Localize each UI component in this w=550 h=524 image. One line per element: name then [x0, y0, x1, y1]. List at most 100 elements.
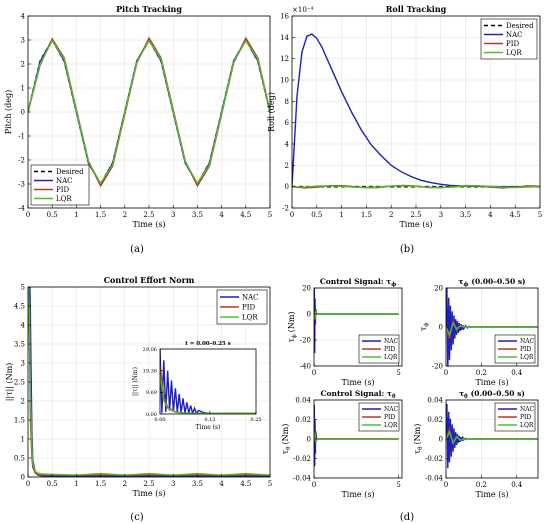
y-tick-label: 4 — [285, 140, 290, 148]
y-axis-label: τθ(Nm) — [413, 424, 424, 455]
y-tick-label: 0.02 — [427, 416, 443, 424]
y-tick-label: -40 — [300, 362, 311, 370]
chart-title-suffix: (0.00–0.50 s) — [471, 389, 525, 398]
x-tick-label: 4 — [219, 211, 224, 219]
y-axis-label-main: τ — [287, 338, 296, 343]
x-tick-label: 0 — [444, 369, 448, 377]
x-tick-label: 0.2 — [476, 481, 487, 489]
y-tick-label: 10 — [280, 76, 289, 84]
y-axis-label: Roll (deg) — [267, 92, 276, 132]
x-tick-label: 4 — [488, 211, 493, 219]
x-axis-label: Time (s) — [399, 220, 432, 229]
series-line-nac — [160, 349, 256, 414]
roll-exponent-label: ×10⁻⁴ — [292, 6, 313, 14]
series-line-lqr — [292, 185, 540, 189]
x-tick-label: 0.5 — [47, 480, 58, 488]
x-tick-label: 1 — [339, 211, 343, 219]
y-tick-label: 0 — [21, 108, 25, 116]
y-tick-label: 0.02 — [295, 416, 311, 424]
y-tick-label: 3 — [21, 359, 25, 367]
y-tick-label: -4 — [18, 204, 25, 212]
y-axis-label-main: ||τ|| (Nm) — [5, 363, 14, 402]
series-line-lqr — [314, 310, 399, 320]
chart-title-sub: ϕ — [391, 282, 396, 288]
panel-caption-d: (d) — [400, 512, 414, 523]
chart-title: τϕ (0.00–0.50 s) — [458, 277, 525, 288]
legend-label: PID — [384, 414, 395, 421]
x-tick-label: 2.5 — [143, 480, 154, 488]
y-tick-label: 20 — [434, 284, 443, 292]
series-line-lqr — [160, 373, 256, 414]
y-tick-label: 4 — [21, 12, 26, 20]
chart-title: τθ (0.00–0.50 s) — [459, 389, 525, 400]
x-tick-label: 1 — [74, 211, 78, 219]
chart-title: Control Signal: τθ — [321, 389, 396, 400]
y-axis-label-sub: ϕ — [292, 334, 298, 338]
series-line-lqr — [446, 321, 538, 337]
x-tick-label: 0 — [26, 211, 30, 219]
chart-title-main: τ — [459, 389, 464, 398]
legend-label: PID — [520, 414, 531, 421]
x-tick-label: 2.5 — [410, 211, 421, 219]
legend-label: LQR — [242, 313, 258, 321]
y-tick-label: 2 — [21, 397, 25, 405]
legend-label: NAC — [520, 406, 535, 413]
y-axis-label: ||τ|| (Nm) — [5, 363, 14, 402]
chart-title-main: t = 0.00–0.25 s — [185, 341, 231, 347]
x-tick-label: 0.2 — [476, 369, 487, 377]
plot-roll-tracking: 0 0.5 1 1.5 2 2.5 3 3.5 4 4.5 5-20246810121416Roll… — [267, 4, 542, 229]
y-axis-label: ||τ|| (Nm) — [132, 367, 139, 396]
chart-title-main: Control Effort Norm — [104, 275, 195, 285]
y-axis-label-main: Pitch (deg) — [4, 90, 13, 135]
y-tick-label: -1 — [18, 132, 25, 140]
x-tick-label: 1 — [74, 480, 78, 488]
y-tick-label: 2 — [285, 162, 289, 170]
y-tick-label: 4 — [21, 321, 26, 329]
x-tick-label: 0 — [26, 480, 30, 488]
x-tick-label: 0.5 — [311, 211, 322, 219]
y-tick-label: 0 — [307, 310, 311, 318]
chart-title-sub: ϕ — [463, 282, 468, 288]
y-axis-label-main: τ — [413, 449, 422, 454]
y-tick-label: 3.5 — [14, 340, 25, 348]
plot-pitch-tracking: 0 0.5 1 1.5 2 2.5 3 3.5 4 4.5 5 -4 -3 -2 -1 0 1 2 3 4 Pitch … — [4, 4, 272, 229]
x-axis-label: Time (s) — [341, 490, 374, 499]
y-tick-label: 0.04 — [427, 396, 443, 404]
y-tick-label: -0.02 — [293, 455, 311, 463]
y-tick-label: 19.38 — [143, 368, 157, 374]
y-tick-label: 0 — [439, 323, 443, 331]
y-tick-label: 20 — [302, 284, 311, 292]
chart-title-sub: θ — [392, 394, 396, 400]
x-tick-label: 0 — [312, 481, 316, 489]
y-tick-label: 9.69 — [146, 390, 157, 396]
x-tick-label: 4.5 — [240, 480, 251, 488]
legend-label: LQR — [384, 354, 398, 361]
y-tick-label: 0.00 — [146, 412, 157, 418]
panel-caption-c: (c) — [130, 512, 144, 523]
legend-label: LQR — [506, 49, 522, 57]
y-axis-label-sub: ϕ — [424, 323, 430, 327]
legend-label: PID — [56, 186, 69, 194]
x-axis-label: Time (s) — [132, 220, 165, 229]
y-axis-label-main: τ — [281, 449, 290, 454]
chart-title: Control Signal: τϕ — [320, 277, 396, 288]
inset-control-effort-zoom: 0.00 0.13 0.25 0.00 9.69 19.38 29.06 t = 0.00–0… — [132, 341, 262, 431]
y-tick-label: -3 — [18, 180, 25, 188]
y-tick-label: -20 — [432, 362, 443, 370]
y-axis-label-main: τ — [419, 326, 428, 331]
y-tick-label: 16 — [280, 12, 289, 20]
y-axis-label-main: ||τ|| (Nm) — [132, 367, 139, 396]
legend-label: LQR — [520, 422, 534, 429]
x-tick-label: 2 — [123, 480, 127, 488]
y-axis-label: τϕ (Nm) — [287, 311, 298, 342]
x-axis-label: Time (s) — [341, 378, 374, 387]
x-tick-label: 2.5 — [143, 211, 154, 219]
series-line-lqr — [314, 433, 399, 443]
y-tick-label: 12 — [280, 55, 289, 63]
y-tick-label: 1.5 — [14, 416, 25, 424]
x-tick-label: 0 — [444, 481, 448, 489]
legend-label: PID — [384, 346, 395, 353]
